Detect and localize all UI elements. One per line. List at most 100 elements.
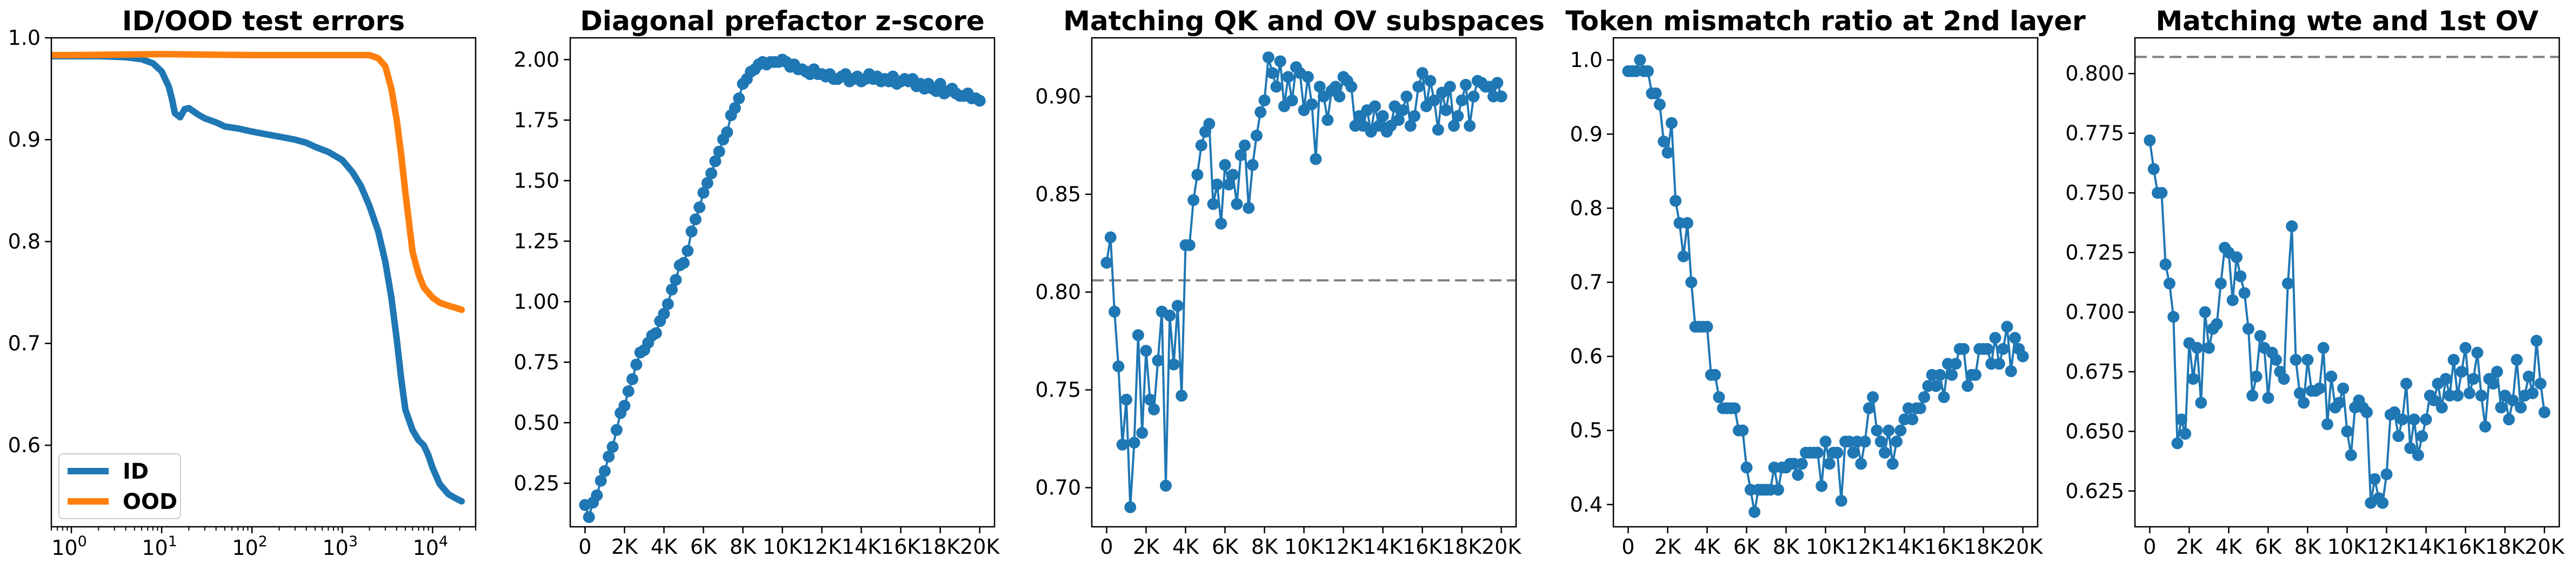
data-point xyxy=(1914,402,1926,414)
data-point xyxy=(591,489,603,501)
data-point xyxy=(1432,124,1444,136)
x-tick-label-exponent: 2 xyxy=(258,533,268,550)
x-tick-label-exponent: 0 xyxy=(78,533,87,550)
data-point xyxy=(1250,130,1263,142)
x-tick-label: 6K xyxy=(2255,535,2282,559)
x-tick-label: 102 xyxy=(232,533,268,560)
data-point xyxy=(1369,100,1381,112)
data-point xyxy=(2167,311,2180,323)
data-point xyxy=(1796,458,1808,470)
data-point xyxy=(2526,387,2539,399)
data-point xyxy=(2179,427,2192,440)
x-tick-label: 16K xyxy=(1403,535,1443,559)
x-tick-label: 6K xyxy=(1212,535,1239,559)
data-point xyxy=(1258,94,1271,106)
data-point xyxy=(2511,353,2523,366)
data-point xyxy=(1456,94,1468,106)
data-point xyxy=(1855,458,1867,470)
x-tick-label: 8K xyxy=(730,535,757,559)
data-point xyxy=(1879,446,1891,459)
data-point xyxy=(1934,368,1946,381)
data-point xyxy=(1266,67,1279,79)
data-point xyxy=(2262,392,2274,404)
x-tick-label: 0 xyxy=(578,535,591,559)
data-point xyxy=(1397,104,1409,116)
data-point xyxy=(1100,257,1113,269)
x-tick-label: 0 xyxy=(2143,535,2156,559)
data-point xyxy=(1231,198,1243,210)
data-point xyxy=(1874,435,1887,448)
data-point xyxy=(2451,390,2464,402)
data-point xyxy=(1677,250,1690,263)
data-point xyxy=(2017,350,2029,363)
data-point xyxy=(2491,366,2503,378)
x-tick-label-exponent: 4 xyxy=(439,533,448,550)
data-point xyxy=(1262,51,1274,64)
data-point xyxy=(2361,406,2373,419)
data-point xyxy=(934,78,946,90)
data-point xyxy=(1491,77,1504,89)
data-point xyxy=(2199,306,2211,318)
data-point xyxy=(1329,81,1342,93)
x-tick-label: 14K xyxy=(842,535,882,559)
data-point xyxy=(1234,149,1247,162)
y-tick-label: 1.0 xyxy=(8,26,41,50)
data-point xyxy=(705,167,718,179)
data-point xyxy=(598,465,611,477)
data-point xyxy=(2534,378,2547,390)
series-line xyxy=(584,58,981,519)
y-tick-label: 0.8 xyxy=(1570,196,1603,220)
data-point xyxy=(2301,353,2314,366)
data-point xyxy=(1989,332,2001,344)
data-point xyxy=(1681,217,1693,229)
data-point xyxy=(1128,437,1140,449)
x-tick-label: 8K xyxy=(2294,535,2321,559)
data-point xyxy=(2214,277,2227,290)
x-tick-label-exponent: 3 xyxy=(349,533,358,550)
data-point xyxy=(701,177,713,189)
data-point xyxy=(2479,420,2492,433)
data-point xyxy=(2495,401,2507,414)
chart-panel-3: Matching QK and OV subspaces 0.70 0.75 0.80… xyxy=(1035,5,1545,559)
data-point xyxy=(1132,329,1144,341)
x-tick-label: 4K xyxy=(1694,535,1721,559)
axes-frame xyxy=(50,37,477,528)
data-point xyxy=(1167,358,1180,371)
x-tick-label-exponent: 1 xyxy=(168,533,177,550)
y-tick-label: 0.750 xyxy=(2065,181,2124,205)
data-point xyxy=(2392,430,2405,442)
data-point xyxy=(1729,402,1741,414)
x-tick-label: 14K xyxy=(1363,535,1403,559)
data-point xyxy=(1772,484,1784,496)
data-point xyxy=(1140,345,1152,357)
data-point xyxy=(1238,139,1251,152)
chart-title: Token mismatch ratio at 2nd layer xyxy=(1565,5,2086,37)
y-tick-label: 0.5 xyxy=(1570,419,1603,442)
data-point xyxy=(2317,341,2330,354)
x-tick-label: 0 xyxy=(1621,535,1634,559)
data-point xyxy=(1740,461,1753,474)
x-tick-label: 18K xyxy=(920,535,960,559)
data-point xyxy=(2321,418,2333,431)
x-tick-label: 10K xyxy=(2327,535,2367,559)
data-point xyxy=(1993,358,2005,370)
data-point xyxy=(1377,110,1389,122)
data-point xyxy=(1254,106,1267,118)
y-tick-label: 0.700 xyxy=(2065,300,2124,324)
data-point xyxy=(2538,406,2551,419)
data-point xyxy=(1211,178,1223,191)
data-point xyxy=(682,245,694,257)
data-point xyxy=(1816,480,1828,492)
data-point xyxy=(2211,318,2223,330)
data-point xyxy=(1215,217,1227,230)
y-tick-label: 1.25 xyxy=(513,229,559,253)
data-point xyxy=(1958,343,1970,355)
data-point xyxy=(1313,81,1326,93)
data-point xyxy=(2345,449,2357,461)
data-point xyxy=(677,257,690,269)
data-point xyxy=(1665,117,1678,129)
y-tick-label: 1.50 xyxy=(513,169,559,192)
y-tick-label: 0.4 xyxy=(1570,493,1603,517)
data-point xyxy=(583,511,595,524)
chart-title: Diagonal prefactor z-score xyxy=(580,5,984,37)
